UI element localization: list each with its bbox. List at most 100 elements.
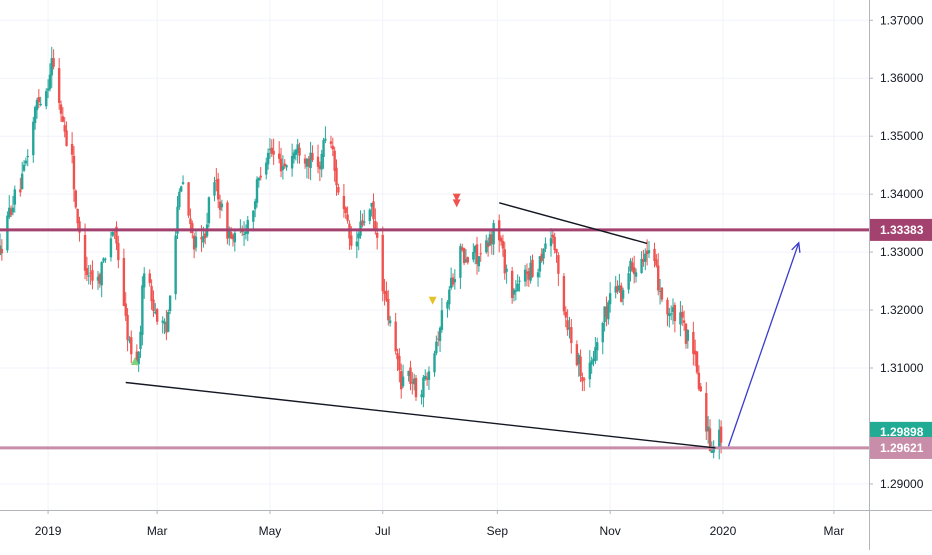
- candle-body: [242, 233, 246, 235]
- candle-body: [228, 231, 231, 238]
- candle-body: [542, 248, 545, 259]
- price-tick-label: 1.34000: [880, 187, 924, 201]
- candle-body: [46, 88, 50, 91]
- sell-signal-marker: [452, 199, 461, 208]
- candle-body: [555, 248, 558, 253]
- candle-body: [425, 377, 429, 380]
- candle-body: [461, 247, 464, 250]
- candle-body: [705, 393, 708, 432]
- candle-body: [179, 186, 183, 192]
- candle-body: [6, 215, 9, 251]
- price-tick-label: 1.36000: [880, 71, 924, 85]
- candle-body: [699, 386, 702, 392]
- candle-body: [155, 309, 159, 322]
- candle-body: [527, 271, 530, 280]
- candle-body: [594, 347, 597, 361]
- candle-body: [316, 156, 320, 167]
- candle-body: [98, 274, 102, 284]
- candle-body: [22, 164, 26, 171]
- candle-body: [588, 362, 592, 380]
- candle-body: [536, 272, 540, 278]
- candle-body: [592, 358, 595, 362]
- candle-body: [577, 354, 580, 365]
- candle-body: [191, 223, 194, 234]
- candle-body: [401, 376, 405, 387]
- candle-body: [620, 285, 623, 302]
- candle-body: [305, 158, 309, 167]
- candle-body: [381, 234, 384, 292]
- candle-body: [453, 279, 457, 283]
- candle-body: [631, 262, 634, 271]
- candle-body: [150, 286, 153, 302]
- candle-body: [176, 206, 179, 234]
- candle-body: [653, 248, 656, 262]
- candle-body: [100, 262, 103, 286]
- candle-body: [104, 258, 107, 260]
- candle-body: [130, 337, 133, 355]
- candle-body: [473, 246, 477, 253]
- candle-body: [668, 313, 671, 317]
- candle-body: [666, 299, 669, 315]
- candle-body: [11, 207, 15, 213]
- candle-body: [719, 426, 723, 443]
- candle-body: [324, 138, 327, 141]
- candle-body: [246, 219, 249, 234]
- candle-body: [501, 240, 505, 249]
- candle-body: [671, 307, 675, 312]
- candle-body: [616, 285, 619, 292]
- candle-body: [50, 58, 53, 76]
- level-price-tag: [870, 436, 932, 459]
- candle-body: [277, 153, 281, 159]
- candles-layer: [0, 46, 723, 460]
- candle-body: [472, 251, 475, 260]
- candle-body: [618, 285, 621, 291]
- candle-body: [255, 179, 259, 203]
- candle-body: [605, 306, 608, 318]
- candle-body: [512, 289, 516, 295]
- candle-body: [538, 256, 542, 272]
- candle-body: [363, 221, 366, 223]
- candle-body: [608, 293, 612, 305]
- candle-body: [695, 351, 699, 373]
- candle-body: [33, 107, 37, 123]
- candle-body: [564, 311, 567, 318]
- candle-body: [202, 236, 205, 243]
- candle-body: [344, 207, 347, 214]
- candle-body: [686, 330, 690, 341]
- candle-body: [63, 125, 66, 132]
- candle-body: [91, 270, 94, 281]
- candle-body: [109, 238, 113, 258]
- candle-body: [139, 331, 142, 350]
- candle-body: [394, 321, 397, 352]
- candle-body: [128, 340, 131, 342]
- candle-body: [168, 295, 172, 312]
- candle-body: [220, 203, 224, 208]
- candle-body: [181, 182, 185, 184]
- candle-body: [694, 350, 697, 355]
- candle-body: [318, 165, 322, 169]
- candle-body: [167, 312, 170, 332]
- candle-body: [0, 245, 2, 255]
- candle-body: [388, 320, 392, 324]
- candle-body: [485, 240, 488, 253]
- candle-body: [385, 290, 388, 301]
- candle-body: [57, 68, 61, 103]
- candle-body: [642, 258, 645, 262]
- candle-body: [435, 341, 438, 354]
- candle-body: [257, 177, 261, 181]
- candle-body: [215, 180, 218, 182]
- candle-body: [603, 306, 606, 323]
- candle-body: [333, 150, 336, 171]
- candle-body: [692, 331, 695, 354]
- candle-body: [708, 428, 712, 451]
- candle-body: [621, 290, 625, 299]
- candle-body: [375, 232, 379, 238]
- candle-body: [0, 248, 4, 254]
- price-tick-label: 1.37000: [880, 13, 924, 27]
- candle-body: [26, 155, 29, 158]
- candle-body: [433, 353, 436, 373]
- candle-body: [557, 255, 560, 274]
